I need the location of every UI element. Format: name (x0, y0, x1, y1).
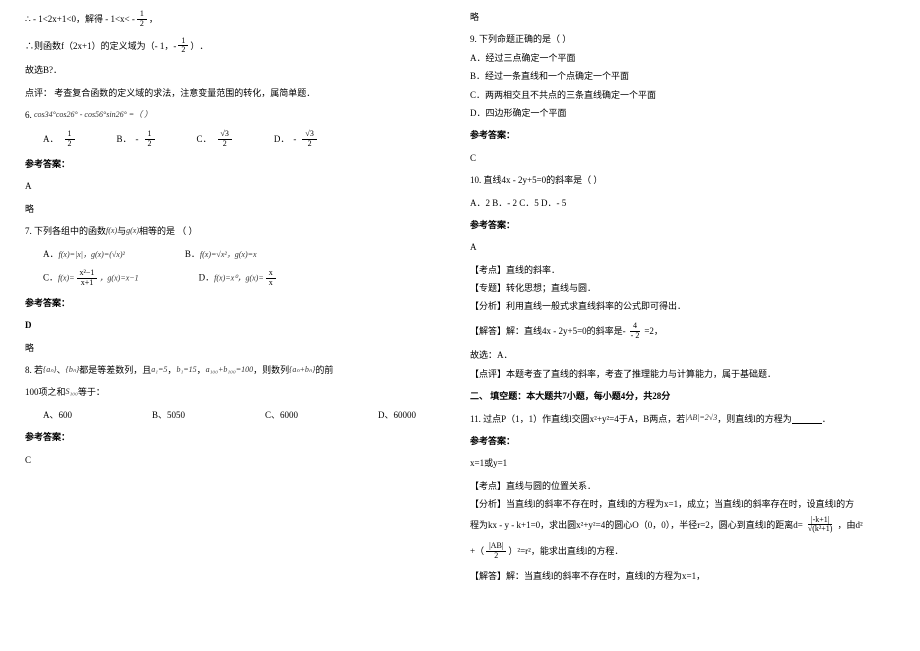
option-d: D、60000 (378, 408, 416, 422)
answer-6: A (25, 179, 450, 193)
therefore: 故选：A． (470, 348, 895, 362)
analysis-11a: 【分析】当直线l的斜率不存在时，直线l的方程为x=1，成立；当直线l的斜率存在时… (470, 497, 895, 511)
text-line: 故选B?． (25, 63, 450, 77)
option-c: C．f(x)=x²−1x+1，g(x)=x−1 (43, 269, 139, 288)
option-a: A． 12 (43, 130, 77, 149)
fraction: 4 - 2 (628, 322, 643, 341)
section-2-heading: 二、 填空题：本大题共7小题，每小题4分，共28分 (470, 389, 895, 403)
question-8: 8. 若 {aₙ} 、 {bₙ} 都是等差数列，且 a₁=5 ， b₁=15 ，… (25, 363, 450, 377)
answer-label: 参考答案： (470, 128, 895, 142)
analysis-11c: +（ |AB| 2 ）²=r²，能求出直线l的方程． (470, 542, 895, 561)
fraction: 1 2 (137, 10, 147, 29)
exam-point: 【考点】直线的斜率． (470, 263, 895, 277)
option-b: B．经过一条直线和一个点确定一个平面 (470, 69, 895, 83)
fraction: |AB| 2 (486, 542, 506, 561)
right-column: 略 9. 下列命题正确的是（ ） A．经过三点确定一个平面 B．经过一条直线和一… (460, 10, 905, 641)
comment: 【点评】本题考查了直线的斜率，考查了推理能力与计算能力，属于基础题． (470, 367, 895, 381)
option-d: D． - √32 (274, 130, 319, 149)
option-c: C、6000 (265, 408, 298, 422)
omit: 略 (25, 202, 450, 216)
option-c: C．两两相交且不共点的三条直线确定一个平面 (470, 88, 895, 102)
option-b: B、5050 (152, 408, 185, 422)
option-b: B． - 12 (117, 130, 157, 149)
blank (792, 414, 822, 424)
answer-label: 参考答案： (470, 434, 895, 448)
exam-point-11: 【考点】直线与圆的位置关系． (470, 479, 895, 493)
omit: 略 (470, 10, 895, 24)
analysis: 【分析】利用直线一般式求直线斜率的公式即可得出． (470, 299, 895, 313)
option-c: C． √32 (197, 130, 234, 149)
fraction: 1 2 (178, 37, 188, 56)
options-row: A． 12 B． - 12 C． √32 D． - √32 (43, 130, 450, 149)
question-10: 10. 直线4x - 2y+5=0的斜率是（ ） (470, 173, 895, 187)
interval: （- 1，- 1 2 ） (146, 37, 200, 56)
option-b: B．f(x)=√x²，g(x)=x (185, 247, 257, 262)
option-a: A．f(x)=|x|，g(x)=(√x)² (43, 247, 125, 262)
options-10: A．2 B．- 2 C．5 D．- 5 (470, 196, 895, 210)
options-row: A、600 B、5050 C、6000 D、60000 (43, 408, 450, 422)
left-column: ∴ - 1<2x+1<0，解得 - 1<x< - 1 2 ， ∴则函数f（2x+… (15, 10, 460, 641)
text-line: ∴则函数f（2x+1）的定义域为 （- 1，- 1 2 ） ． (25, 37, 450, 56)
answer-11: x=1或y=1 (470, 456, 895, 470)
option-d: D．四边形确定一个平面 (470, 106, 895, 120)
option-d: D．f(x)=x⁰，g(x)=xx (199, 269, 278, 288)
answer-label: 参考答案： (25, 296, 450, 310)
options-row: C．f(x)=x²−1x+1，g(x)=x−1 D．f(x)=x⁰，g(x)=x… (43, 269, 450, 288)
answer-10: A (470, 240, 895, 254)
answer-8: C (25, 453, 450, 467)
options-row: A．f(x)=|x|，g(x)=(√x)² B．f(x)=√x²，g(x)=x (43, 247, 450, 262)
fraction: |-k+1| √(k²+1) (805, 516, 836, 535)
question-9: 9. 下列命题正确的是（ ） (470, 32, 895, 46)
analysis-11b: 程为kx - y - k+1=0，求出圆x²+y²=4的圆心O（0，0），半径r… (470, 516, 895, 535)
text: ． (199, 39, 208, 53)
answer-label: 参考答案： (25, 157, 450, 171)
question-11: 11. 过点P（1，1）作直线l交圆x²+y²=4于A，B两点，若 |AB|=2… (470, 412, 895, 426)
answer-label: 参考答案： (470, 218, 895, 232)
answer-7: D (25, 318, 450, 332)
answer-label: 参考答案： (25, 430, 450, 444)
text: ∴ - 1<2x+1<0，解得 - 1<x< - (25, 12, 135, 26)
text: ， (149, 12, 158, 26)
option-a: A、600 (43, 408, 72, 422)
text-line: ∴ - 1<2x+1<0，解得 - 1<x< - 1 2 ， (25, 10, 450, 29)
question-6: 6. cos34°cos26° - cos56°sin26° =（ ） (25, 108, 450, 122)
solution-11: 【解答】解：当直线l的斜率不存在时，直线l的方程为x=1， (470, 569, 895, 583)
omit: 略 (25, 341, 450, 355)
math-expr: cos34°cos26° - cos56°sin26° =（ ） (34, 109, 152, 122)
option-a: A．经过三点确定一个平面 (470, 51, 895, 65)
solution: 【解答】解：直线4x - 2y+5=0的斜率是 - 4 - 2 =2， (470, 322, 895, 341)
text-line: 点评： 考查复合函数的定义域的求法，注意变量范围的转化，属简单题． (25, 86, 450, 100)
question-7: 7. 下列各组中的函数 f(x) 与 g(x) 相等的是 （ ） (25, 224, 450, 238)
answer-9: C (470, 151, 895, 165)
topic: 【专题】转化思想；直线与圆． (470, 281, 895, 295)
text: ∴则函数f（2x+1）的定义域为 (25, 39, 146, 53)
question-8-cont: 100项之和 S₁₀₀ 等于： (25, 385, 450, 399)
